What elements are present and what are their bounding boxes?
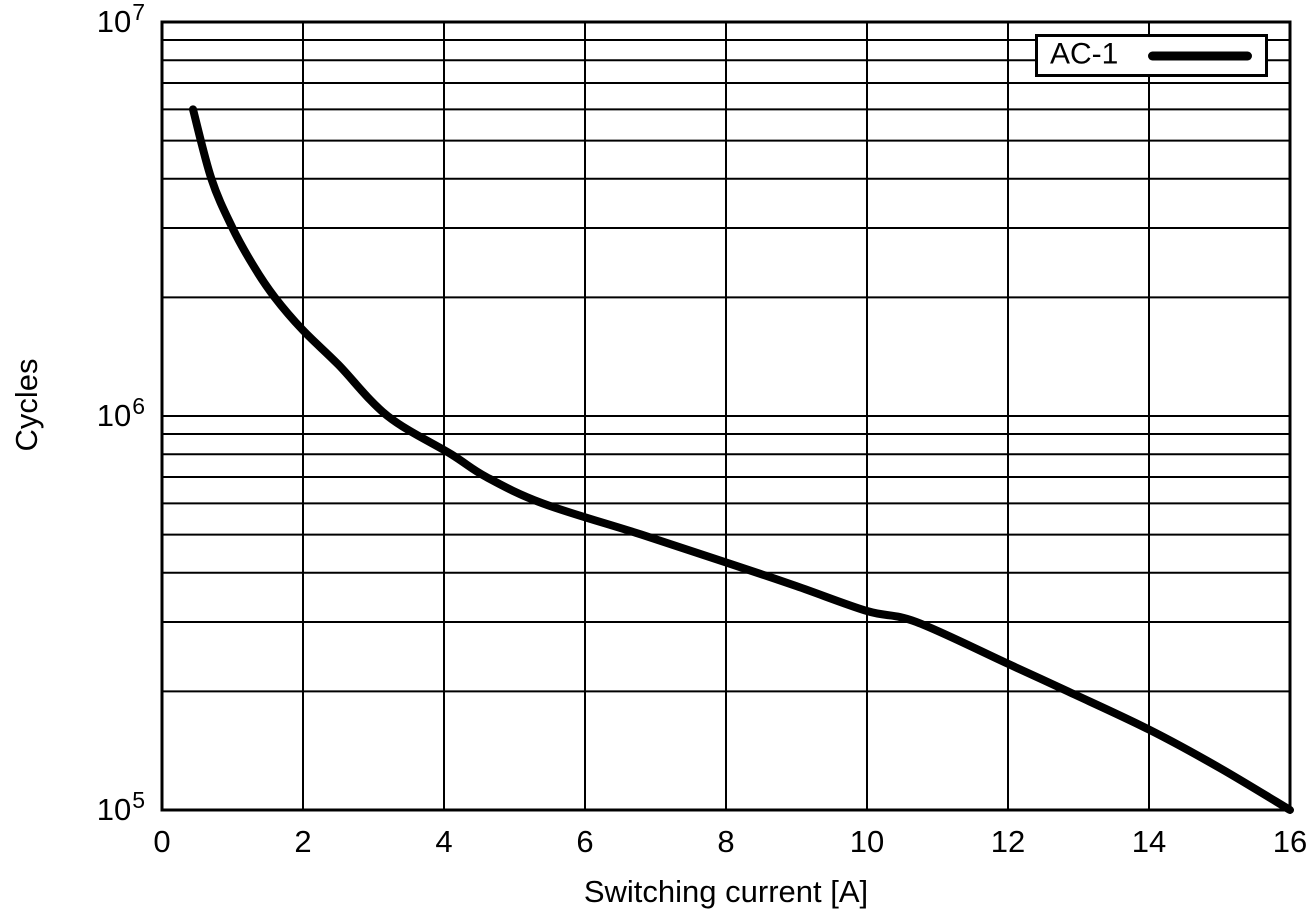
series-curve <box>189 105 1294 814</box>
y-tick-label: 107 <box>96 1 145 39</box>
legend-line-sample <box>1148 51 1252 60</box>
y-tick-exponent: 5 <box>132 787 145 813</box>
x-tick-label: 12 <box>990 824 1026 859</box>
y-tick-label: 106 <box>96 395 145 433</box>
plot-border <box>160 20 1292 812</box>
x-tick-label: 8 <box>717 824 735 859</box>
x-tick-label: 0 <box>153 824 171 859</box>
x-axis-title: Switching current [A] <box>583 874 869 909</box>
y-tick-base: 10 <box>96 4 132 39</box>
legend: AC-1 <box>1035 34 1268 77</box>
legend-label: AC-1 <box>1050 37 1119 71</box>
y-axis-title: Cycles <box>9 358 44 452</box>
y-tick-label: 105 <box>96 789 145 827</box>
x-tick-label: 14 <box>1131 824 1167 859</box>
x-tick-label: 10 <box>849 824 885 859</box>
y-tick-exponent: 7 <box>132 0 145 25</box>
x-tick-label: 6 <box>576 824 594 859</box>
y-tick-exponent: 6 <box>132 393 145 419</box>
y-tick-base: 10 <box>96 792 132 827</box>
x-tick-label: 2 <box>294 824 312 859</box>
y-tick-base: 10 <box>96 398 132 433</box>
x-tick-label: 16 <box>1272 824 1306 859</box>
x-tick-label: 4 <box>435 824 453 859</box>
